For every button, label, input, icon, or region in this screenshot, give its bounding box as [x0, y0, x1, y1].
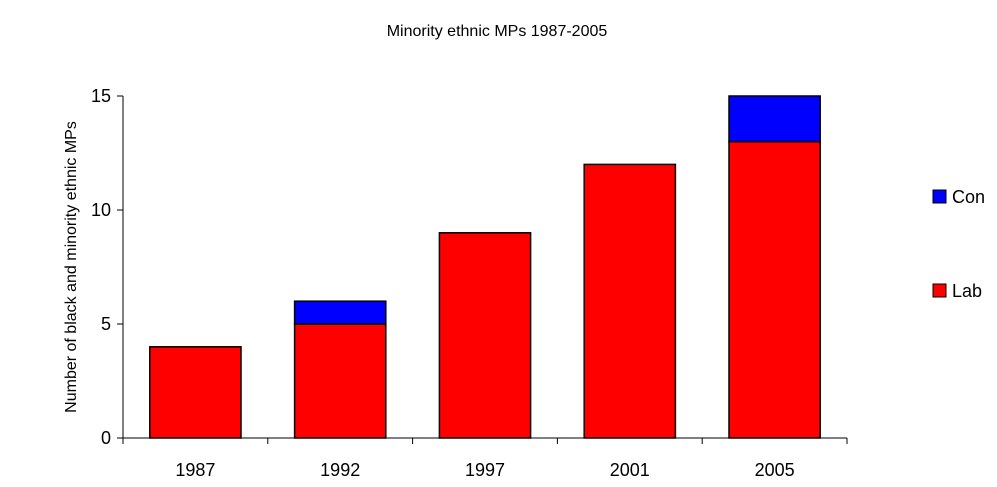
- bar-lab-1997: [438, 232, 532, 439]
- legend-label-lab: Lab: [952, 281, 982, 301]
- x-tick-label-1987: 1987: [175, 460, 215, 480]
- x-tick-label-1992: 1992: [320, 460, 360, 480]
- y-tick-label-5: 5: [101, 314, 111, 334]
- y-tick-label-15: 15: [91, 86, 111, 106]
- chart-title: Minority ethnic MPs 1987-2005: [387, 23, 608, 40]
- y-tick-label-10: 10: [91, 200, 111, 220]
- bar-lab-1987: [149, 346, 242, 439]
- x-tick-label-1997: 1997: [465, 460, 505, 480]
- bar-con-1992: [293, 300, 387, 325]
- plot-area: 1987 1992 1997 2001 2005 0 5 10 15: [91, 86, 848, 480]
- bar-lab-2005: [728, 140, 821, 439]
- y-axis-label: Number of black and minority ethnic MPs: [63, 121, 80, 413]
- bar-lab-2001: [583, 163, 677, 439]
- legend: Con Lab: [932, 187, 985, 301]
- legend-swatch-lab: [932, 283, 947, 298]
- legend-label-con: Con: [952, 187, 985, 207]
- x-tick-label-2001: 2001: [610, 460, 650, 480]
- x-tick-label-2005: 2005: [755, 460, 795, 480]
- bar-lab-1992: [293, 323, 387, 439]
- legend-swatch-con: [932, 189, 947, 204]
- bar-con-2005: [728, 95, 821, 143]
- y-tick-label-0: 0: [101, 428, 111, 448]
